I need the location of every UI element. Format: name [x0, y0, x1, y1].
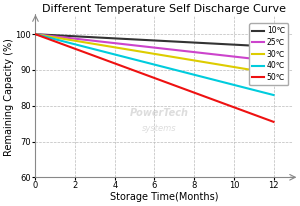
X-axis label: Storage Time(Months): Storage Time(Months) — [110, 192, 219, 202]
Text: PowerTech: PowerTech — [130, 108, 189, 118]
Text: systems: systems — [142, 124, 177, 133]
Legend: 10℃, 25℃, 30℃, 40℃, 50℃: 10℃, 25℃, 30℃, 40℃, 50℃ — [249, 23, 288, 85]
Title: Different Temperature Self Discharge Curve: Different Temperature Self Discharge Cur… — [42, 4, 286, 14]
Y-axis label: Remaining Capacity (%): Remaining Capacity (%) — [4, 38, 14, 156]
